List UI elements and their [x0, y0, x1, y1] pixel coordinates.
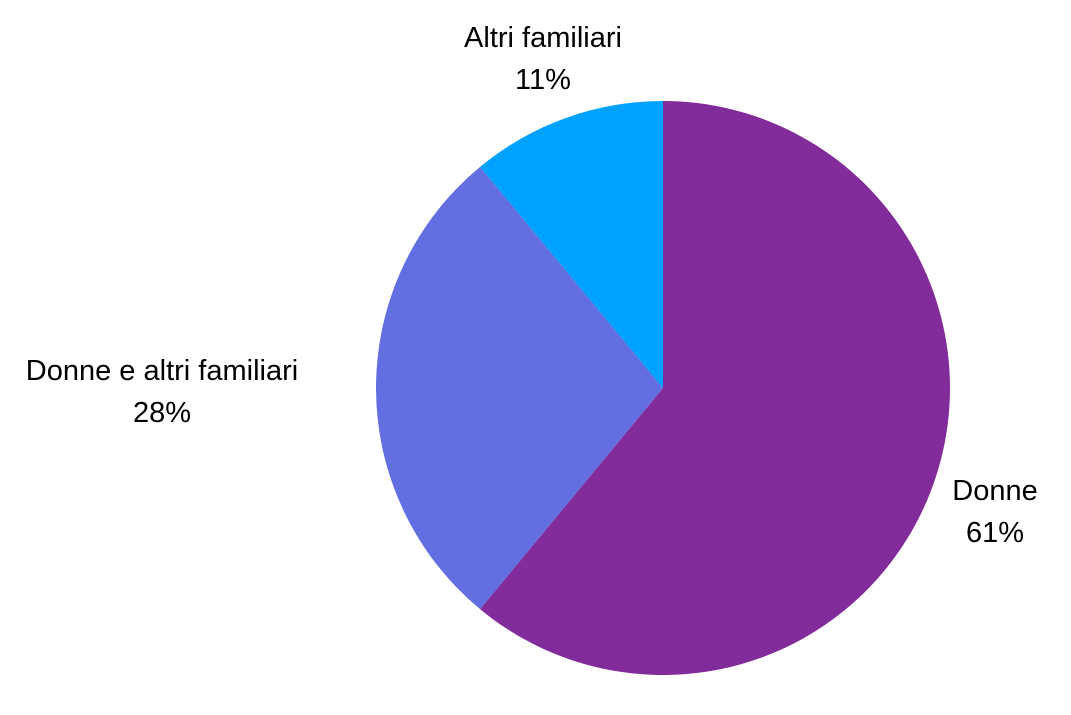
slice-value-label-altri-familiari: 11% — [515, 64, 571, 96]
pie-slice-donne — [480, 101, 950, 675]
slice-label-donne-e-altri-familiari: Donne e altri familiari — [26, 355, 298, 387]
pie-slice-altri-familiari — [480, 101, 663, 388]
pie-slices — [375, 101, 950, 675]
slice-value-label-donne: 61% — [966, 517, 1024, 549]
slice-label-altri-familiari: Altri familiari — [464, 22, 622, 54]
slice-label-donne: Donne — [952, 475, 1037, 507]
pie-labels: Donne 61% Donne e altri familiari 28% Altri … — [26, 22, 1038, 549]
pie-slice-donne-e-altri-familiari — [375, 166, 663, 610]
slice-value-label-donne-e-altri-familiari: 28% — [133, 397, 191, 429]
